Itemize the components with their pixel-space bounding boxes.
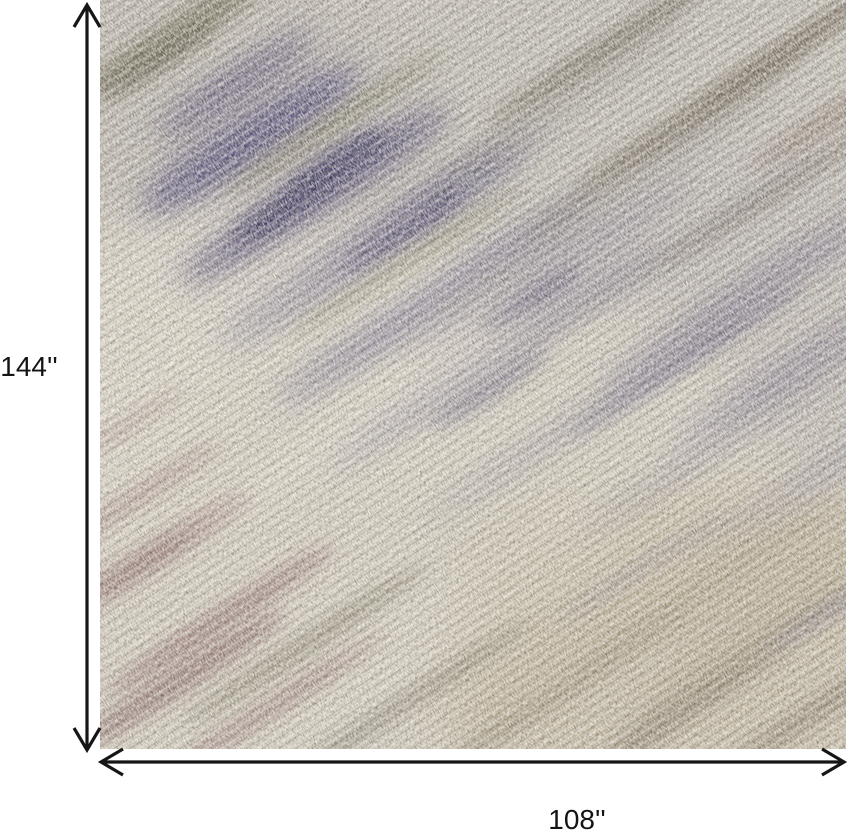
width-dimension-arrow xyxy=(97,747,848,777)
height-dimension-arrow xyxy=(72,1,102,754)
width-dimension-label: 108'' xyxy=(548,804,606,834)
rug-product-image xyxy=(100,0,846,749)
height-dimension-label: 144'' xyxy=(0,351,58,382)
